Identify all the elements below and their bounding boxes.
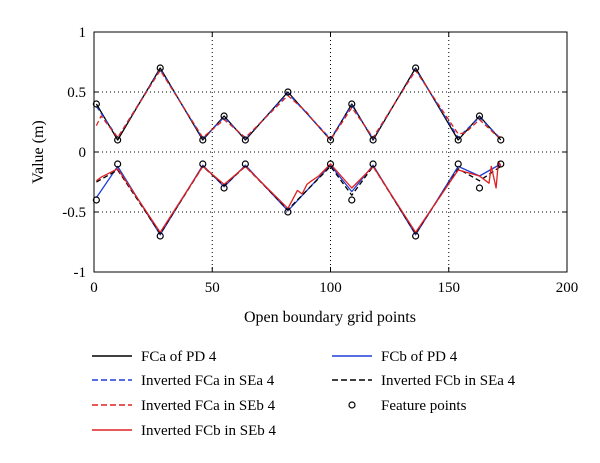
feature-point-marker [454, 160, 462, 168]
x-axis-title: Open boundary grid points [244, 309, 416, 326]
series-line-3 [95, 69, 502, 141]
feature-point-marker [497, 136, 505, 144]
legend-label: Inverted FCb in SEa 4 [381, 373, 516, 389]
legend-label: FCa of PD 4 [141, 349, 217, 365]
x-tick-label: 0 [90, 280, 98, 296]
x-tick-label: 50 [205, 280, 220, 296]
y-tick-label: -0.5 [62, 205, 86, 221]
feature-point-marker [156, 64, 164, 72]
series-line-2 [95, 68, 502, 140]
feature-point-marker [284, 208, 292, 216]
feature-point-marker [369, 136, 377, 144]
feature-point-marker [348, 100, 356, 108]
feature-point-marker [199, 136, 207, 144]
legend-entry: FCb of PD 4 [332, 349, 458, 365]
y-tick-label: 1 [79, 25, 87, 41]
feature-point-marker [114, 136, 122, 144]
axis-ticks: 0 50 100 150 200 -1 -0.5 0 0.5 1 [62, 25, 578, 296]
x-tick-label: 100 [319, 280, 342, 296]
feature-point-marker [497, 160, 505, 168]
legend-marker [348, 401, 356, 409]
y-tick-label: 0 [79, 145, 87, 161]
x-tick-label: 200 [556, 280, 579, 296]
series-lines [95, 67, 502, 236]
legend-entry: Inverted FCa in SEb 4 [92, 398, 276, 414]
feature-point-marker [199, 160, 207, 168]
feature-point-marker [369, 160, 377, 168]
grid [94, 32, 567, 272]
feature-point-marker [114, 160, 122, 168]
legend-label: FCb of PD 4 [381, 349, 458, 365]
legend-entry: Inverted FCb in SEa 4 [332, 373, 516, 389]
legend-label: Inverted FCb in SEb 4 [141, 423, 276, 439]
feature-point-marker [326, 136, 335, 144]
feature-point-marker [241, 160, 249, 168]
x-tick-label: 150 [438, 280, 461, 296]
feature-point-marker [348, 196, 356, 204]
legend-label: Feature points [381, 398, 467, 414]
y-tick-label: -1 [74, 265, 87, 281]
feature-point-marker [156, 232, 164, 240]
y-tick-label: 0.5 [67, 85, 86, 101]
feature-point-marker [412, 64, 420, 72]
feature-point-marker [220, 112, 228, 120]
legend: FCa of PD 4 Inverted FCa in SEa 4 Inverted… [92, 349, 516, 439]
legend-entry: Inverted FCa in SEa 4 [92, 373, 275, 389]
series-line-6 [96, 160, 502, 234]
legend-label: Inverted FCa in SEa 4 [141, 373, 275, 389]
legend-entry: FCa of PD 4 [92, 349, 217, 365]
feature-point-marker [475, 184, 484, 192]
feature-point-marker [326, 160, 335, 168]
y-axis-title: Value (m) [30, 120, 47, 184]
legend-entry: Feature points [348, 398, 467, 414]
feature-point-marker [454, 136, 462, 144]
feature-point-marker [92, 196, 100, 204]
feature-point-markers [92, 64, 505, 240]
legend-entry: Inverted FCb in SEb 4 [92, 423, 276, 439]
feature-point-marker [475, 112, 484, 120]
feature-point-marker [241, 136, 249, 144]
feature-point-marker [92, 100, 100, 108]
feature-point-marker [412, 232, 420, 240]
feature-point-marker [284, 88, 292, 96]
feature-point-marker [220, 184, 228, 192]
legend-label: Inverted FCa in SEb 4 [141, 398, 276, 414]
